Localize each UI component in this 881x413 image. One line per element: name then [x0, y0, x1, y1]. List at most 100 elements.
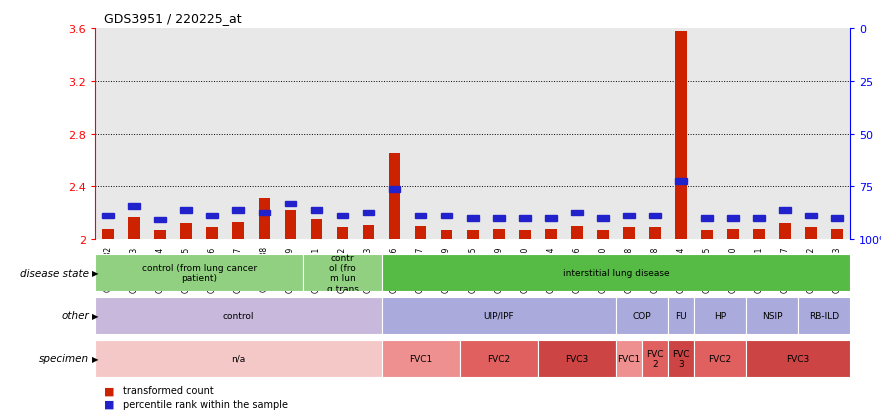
Bar [519, 230, 530, 240]
Bar [440, 213, 453, 218]
Bar [537, 340, 616, 377]
Bar [95, 340, 381, 377]
Bar [492, 229, 505, 240]
Bar [363, 225, 374, 240]
Text: FVC3: FVC3 [787, 354, 810, 363]
Text: FVC
2: FVC 2 [646, 349, 663, 368]
Text: NSIP: NSIP [762, 311, 782, 320]
Bar [285, 211, 296, 240]
Bar [779, 224, 791, 240]
Bar [832, 229, 843, 240]
Text: interstitial lung disease: interstitial lung disease [563, 268, 670, 278]
Bar [381, 255, 850, 291]
Bar [571, 211, 582, 216]
Bar [675, 31, 687, 240]
Bar [311, 220, 322, 240]
Bar [440, 230, 453, 240]
Bar [303, 255, 381, 291]
Bar [694, 297, 746, 334]
Bar [233, 208, 244, 213]
Bar [337, 213, 348, 218]
Text: control: control [223, 311, 254, 320]
Text: ▶: ▶ [92, 268, 98, 278]
Bar [832, 216, 843, 221]
Bar [746, 297, 798, 334]
Bar [206, 228, 218, 240]
Bar [389, 187, 400, 192]
Bar [258, 199, 270, 240]
Text: ▶: ▶ [92, 311, 98, 320]
Text: percentile rank within the sample: percentile rank within the sample [123, 399, 288, 409]
Bar [467, 230, 478, 240]
Bar [746, 340, 850, 377]
Text: n/a: n/a [231, 354, 246, 363]
Text: specimen: specimen [39, 354, 89, 363]
Bar [701, 216, 713, 221]
Bar [154, 230, 167, 240]
Bar [545, 216, 557, 221]
Bar [642, 340, 668, 377]
Bar [129, 204, 140, 209]
Text: HP: HP [714, 311, 726, 320]
Bar [668, 340, 694, 377]
Bar [649, 213, 661, 218]
Bar [694, 340, 746, 377]
Bar [616, 340, 642, 377]
Bar [102, 229, 114, 240]
Bar [129, 217, 140, 240]
Text: ▶: ▶ [92, 354, 98, 363]
Bar [727, 216, 739, 221]
Bar [258, 211, 270, 216]
Text: FVC2: FVC2 [708, 354, 731, 363]
Text: FVC1: FVC1 [618, 354, 640, 363]
Bar [753, 229, 765, 240]
Bar [701, 230, 713, 240]
Bar [381, 297, 616, 334]
Bar [545, 229, 557, 240]
Bar [492, 216, 505, 221]
Text: RB-ILD: RB-ILD [809, 311, 840, 320]
Bar [668, 297, 694, 334]
Bar [181, 224, 192, 240]
Text: transformed count: transformed count [123, 385, 214, 395]
Text: disease state: disease state [20, 268, 89, 278]
Text: FVC
3: FVC 3 [672, 349, 690, 368]
Bar [311, 208, 322, 213]
Bar [389, 154, 400, 240]
Text: FVC2: FVC2 [487, 354, 510, 363]
Bar [206, 213, 218, 218]
Text: ■: ■ [104, 385, 115, 395]
Bar [753, 216, 765, 221]
Text: FVC3: FVC3 [566, 354, 589, 363]
Bar [381, 340, 460, 377]
Bar [154, 217, 167, 223]
Bar [623, 213, 634, 218]
Bar [363, 211, 374, 216]
Text: control (from lung cancer
patient): control (from lung cancer patient) [142, 263, 257, 282]
Text: COP: COP [633, 311, 651, 320]
Bar [285, 202, 296, 206]
Text: ■: ■ [104, 399, 115, 409]
Bar [233, 223, 244, 240]
Bar [460, 340, 537, 377]
Bar [649, 228, 661, 240]
Text: FVC1: FVC1 [409, 354, 433, 363]
Bar [597, 216, 609, 221]
Text: GDS3951 / 220225_at: GDS3951 / 220225_at [104, 12, 241, 25]
Bar [95, 297, 381, 334]
Bar [181, 208, 192, 213]
Text: UIP/IPF: UIP/IPF [484, 311, 514, 320]
Bar [727, 229, 739, 240]
Bar [675, 179, 687, 184]
Bar [102, 213, 114, 218]
Bar [779, 208, 791, 213]
Bar [805, 228, 817, 240]
Text: other: other [62, 311, 89, 320]
Bar [805, 213, 817, 218]
Text: FU: FU [675, 311, 687, 320]
Bar [415, 226, 426, 240]
Bar [623, 228, 634, 240]
Bar [467, 216, 478, 221]
Bar [798, 297, 850, 334]
Bar [597, 230, 609, 240]
